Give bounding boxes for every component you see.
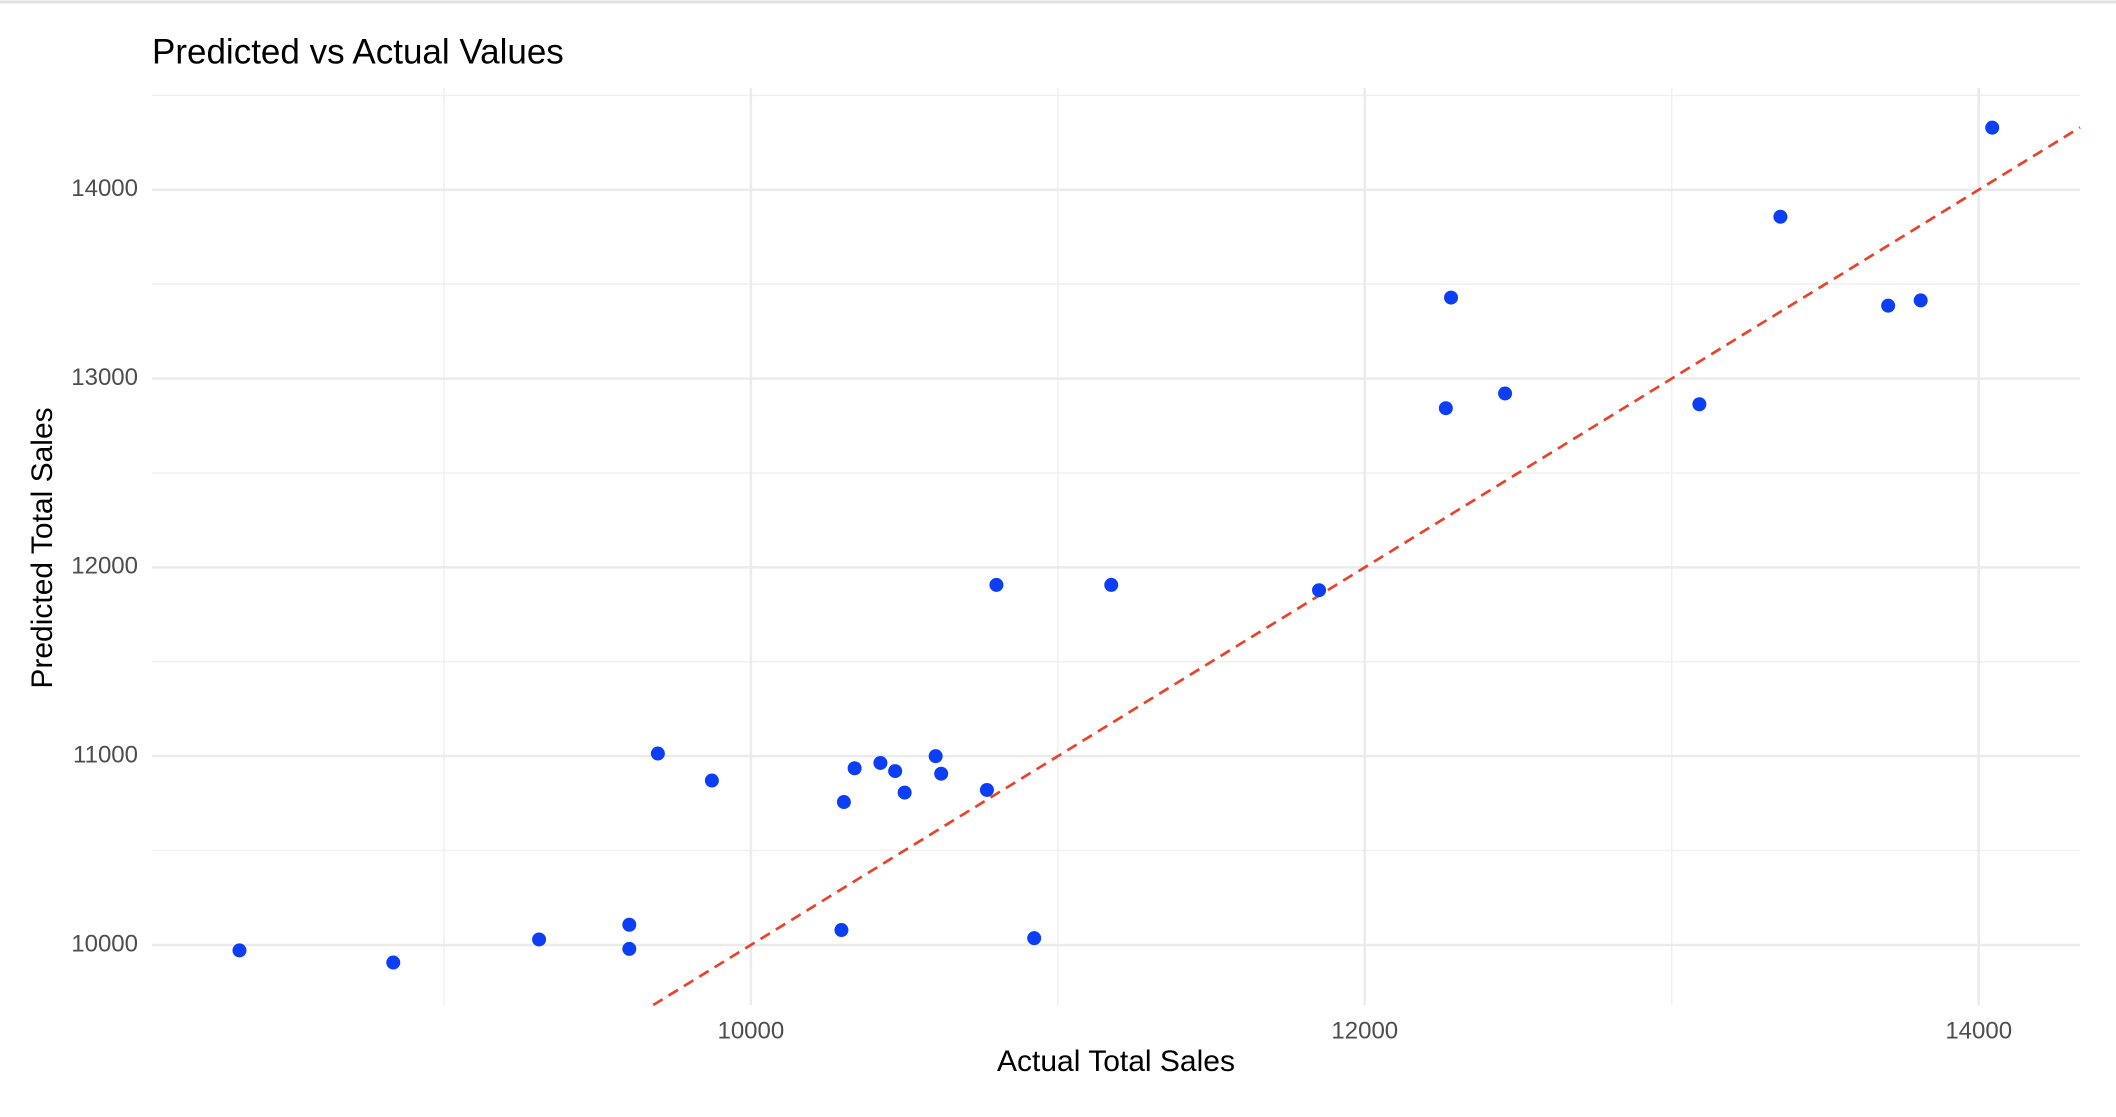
x-tick-label: 10000 xyxy=(717,1017,784,1044)
point xyxy=(888,764,903,779)
point xyxy=(1773,209,1788,224)
y-tick-label: 11000 xyxy=(73,742,138,769)
point xyxy=(622,917,637,932)
point xyxy=(704,773,719,788)
point xyxy=(1312,583,1327,598)
x-tick-label: 14000 xyxy=(1945,1017,2012,1044)
point xyxy=(1498,386,1513,401)
x-tick-label: 12000 xyxy=(1331,1017,1398,1044)
y-tick-label: 14000 xyxy=(71,175,138,202)
point xyxy=(650,746,665,761)
point xyxy=(1881,298,1896,313)
chart-title: Predicted vs Actual Values xyxy=(152,32,564,71)
point xyxy=(622,941,637,956)
y-tick-label: 10000 xyxy=(71,930,138,957)
point xyxy=(1985,120,2000,135)
point xyxy=(836,795,851,810)
point xyxy=(847,761,862,776)
point xyxy=(928,749,943,764)
point xyxy=(1027,931,1042,946)
y-tick-label: 13000 xyxy=(71,364,138,391)
point xyxy=(834,923,849,938)
x-axis-title: Actual Total Sales xyxy=(997,1045,1235,1078)
reference-line xyxy=(652,126,2081,1007)
y-tick-label: 12000 xyxy=(71,553,138,580)
point xyxy=(532,932,547,947)
point xyxy=(1438,401,1453,416)
point xyxy=(1444,290,1459,305)
y-axis-title: Predicted Total Sales xyxy=(26,407,59,688)
point xyxy=(979,782,994,797)
point xyxy=(989,577,1004,592)
point xyxy=(1913,293,1928,308)
point xyxy=(232,943,247,958)
point xyxy=(386,955,401,970)
point xyxy=(873,755,888,770)
point xyxy=(934,766,949,781)
point xyxy=(1104,577,1119,592)
point xyxy=(1692,397,1707,412)
point xyxy=(897,785,912,800)
